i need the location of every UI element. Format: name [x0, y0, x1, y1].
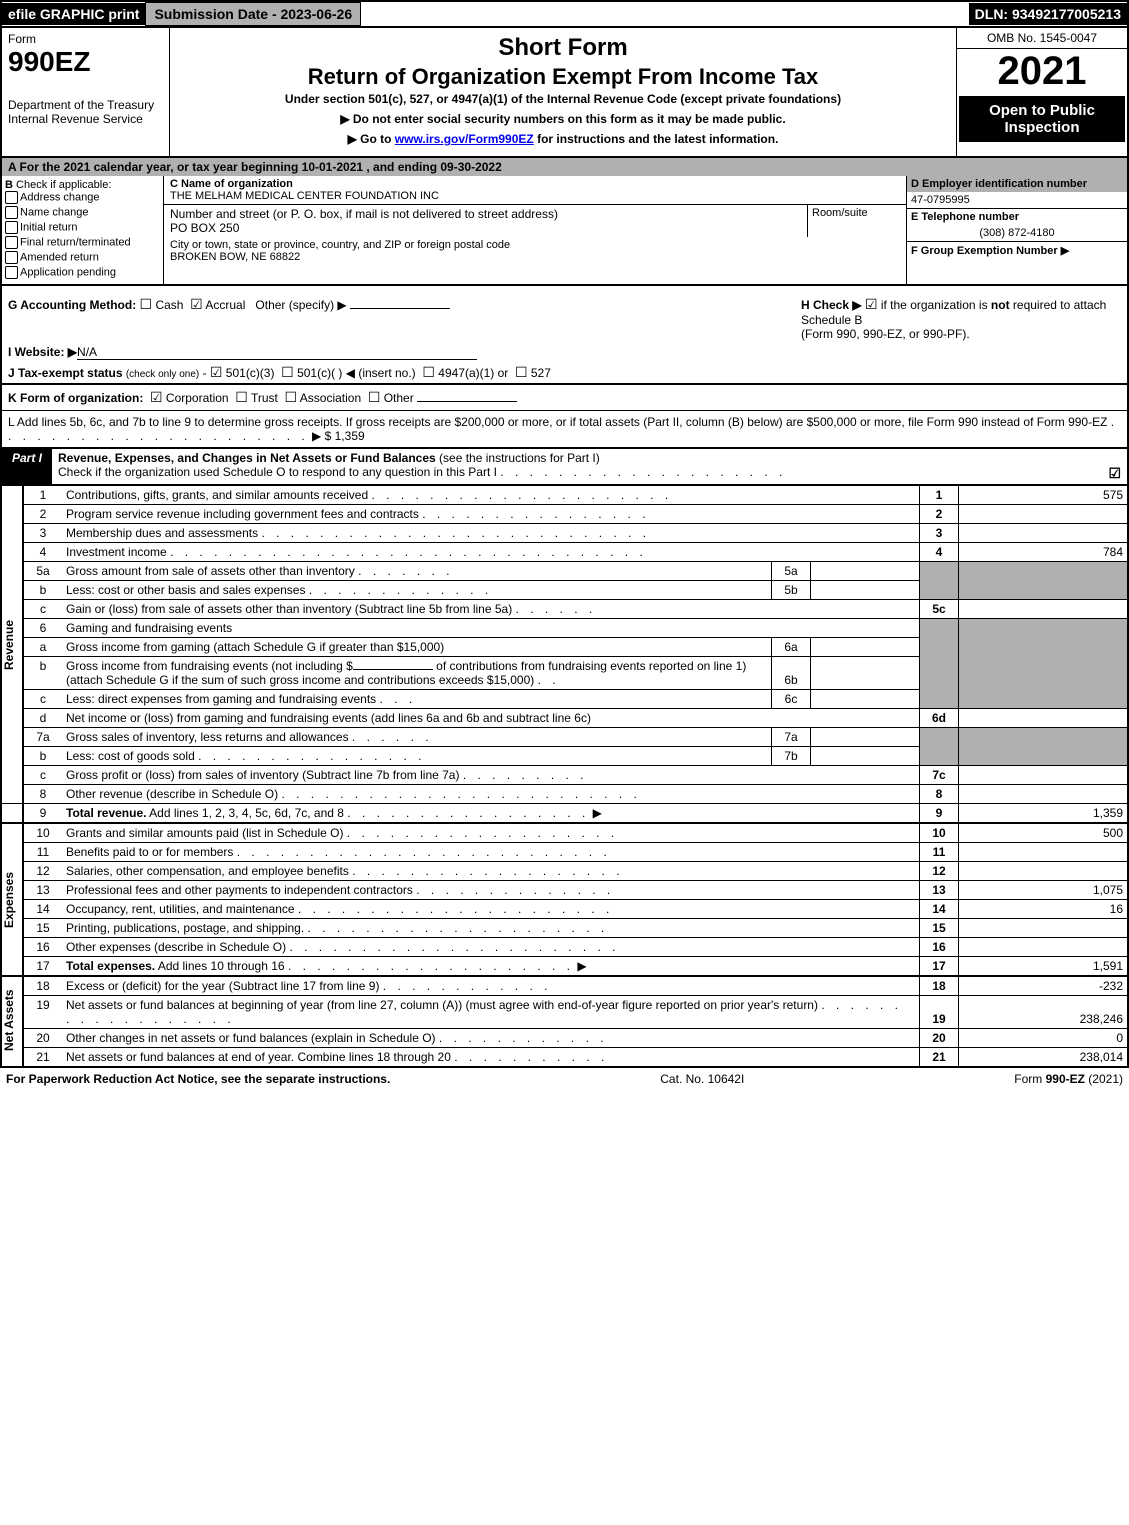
e-phone-label: E Telephone number [911, 211, 1019, 223]
line-14-amount: 16 [959, 900, 1129, 919]
d-ein-value: 47-0795995 [907, 192, 1127, 208]
omb-number: OMB No. 1545-0047 [957, 28, 1127, 49]
part1-header: Part I Revenue, Expenses, and Changes in… [0, 449, 1129, 485]
revenue-side-label: Revenue [1, 486, 23, 804]
line-21-amount: 238,014 [959, 1048, 1129, 1067]
line-j: J Tax-exempt status (check only one) - 5… [0, 362, 1129, 383]
open-to-public: Open to Public Inspection [959, 96, 1125, 142]
check-amended-return[interactable]: Amended return [5, 251, 160, 264]
line-9-total-revenue: 1,359 [959, 804, 1129, 824]
dln: DLN: 93492177005213 [969, 3, 1127, 25]
check-4947[interactable] [422, 366, 435, 380]
header-center: Short Form Return of Organization Exempt… [170, 28, 956, 156]
check-name-change[interactable]: Name change [5, 206, 160, 219]
header-right: OMB No. 1545-0047 2021 Open to Public In… [956, 28, 1127, 156]
row-g-h: G Accounting Method: Cash Accrual Other … [0, 286, 1129, 343]
footer-left: For Paperwork Reduction Act Notice, see … [6, 1072, 390, 1086]
line-k: K Form of organization: Corporation Trus… [0, 383, 1129, 410]
c-street-label: Number and street (or P. O. box, if mail… [170, 207, 558, 221]
instruction-2: ▶ Go to www.irs.gov/Form990EZ for instru… [174, 132, 952, 146]
info-block: B Check if applicable: Address change Na… [0, 176, 1129, 284]
room-suite-label: Room/suite [808, 205, 906, 237]
line-a-calendar-year: A For the 2021 calendar year, or tax yea… [0, 158, 1129, 176]
check-corporation[interactable] [150, 391, 163, 405]
under-section: Under section 501(c), 527, or 4947(a)(1)… [174, 92, 952, 106]
top-bar: efile GRAPHIC print Submission Date - 20… [0, 0, 1129, 28]
org-name: THE MELHAM MEDICAL CENTER FOUNDATION INC [170, 190, 439, 202]
part1-title: Revenue, Expenses, and Changes in Net As… [52, 449, 1127, 484]
line-18-amount: -232 [959, 976, 1129, 996]
gross-receipts: $ 1,359 [325, 429, 365, 443]
tax-year: 2021 [957, 49, 1127, 94]
line-10-amount: 500 [959, 823, 1129, 843]
line-i-website: I Website: ▶N/A [0, 343, 1129, 362]
line-l: L Add lines 5b, 6c, and 7b to line 9 to … [0, 410, 1129, 449]
section-c: C Name of organization THE MELHAM MEDICA… [164, 176, 906, 284]
website-value: N/A [77, 345, 477, 360]
check-other-org[interactable] [368, 391, 381, 405]
submission-date: Submission Date - 2023-06-26 [145, 2, 361, 26]
e-phone-value: (308) 872-4180 [907, 225, 1127, 241]
line-13-amount: 1,075 [959, 881, 1129, 900]
header-left: Form 990EZ Department of the Treasury In… [2, 28, 170, 156]
title-short-form: Short Form [174, 34, 952, 62]
department-label: Department of the Treasury Internal Reve… [8, 98, 163, 126]
net-assets-side-label: Net Assets [1, 976, 23, 1066]
c-name-label: C Name of organization [170, 178, 293, 190]
check-initial-return[interactable]: Initial return [5, 221, 160, 234]
page-footer: For Paperwork Reduction Act Notice, see … [0, 1066, 1129, 1090]
efile-label[interactable]: efile GRAPHIC print [2, 3, 145, 25]
section-def: D Employer identification number 47-0795… [906, 176, 1127, 284]
org-street: PO BOX 250 [170, 221, 239, 235]
form-header: Form 990EZ Department of the Treasury In… [0, 28, 1129, 158]
section-b: B Check if applicable: Address change Na… [2, 176, 164, 284]
instruction-1: ▶ Do not enter social security numbers o… [174, 112, 952, 126]
part1-tag: Part I [2, 449, 52, 484]
check-cash[interactable] [140, 298, 153, 312]
line-17-total-expenses: 1,591 [959, 957, 1129, 977]
check-501c[interactable] [281, 366, 294, 380]
footer-form-ref: Form 990-EZ (2021) [1014, 1072, 1123, 1086]
check-h[interactable] [865, 298, 878, 312]
form-word: Form [8, 32, 163, 46]
c-city-label: City or town, state or province, country… [170, 239, 510, 251]
org-city: BROKEN BOW, NE 68822 [170, 251, 300, 263]
check-501c3[interactable] [210, 366, 223, 380]
line-4-amount: 784 [959, 543, 1129, 562]
irs-link[interactable]: www.irs.gov/Form990EZ [395, 132, 534, 146]
part1-table: Revenue 1 Contributions, gifts, grants, … [0, 485, 1129, 1066]
check-final-return[interactable]: Final return/terminated [5, 236, 160, 249]
line-19-amount: 238,246 [959, 996, 1129, 1029]
check-application-pending[interactable]: Application pending [5, 266, 160, 279]
check-accrual[interactable] [190, 298, 203, 312]
check-trust[interactable] [235, 391, 248, 405]
line-g: G Accounting Method: Cash Accrual Other … [8, 296, 801, 341]
check-schedule-o[interactable] [1108, 465, 1121, 482]
check-association[interactable] [285, 391, 298, 405]
line-1-amount: 575 [959, 486, 1129, 505]
check-527[interactable] [515, 366, 528, 380]
title-return: Return of Organization Exempt From Incom… [174, 64, 952, 90]
d-ein-label: D Employer identification number [907, 176, 1127, 192]
f-group-label: F Group Exemption Number ▶ [911, 245, 1069, 257]
expenses-side-label: Expenses [1, 823, 23, 976]
check-address-change[interactable]: Address change [5, 191, 160, 204]
footer-cat-no: Cat. No. 10642I [390, 1072, 1014, 1086]
form-number: 990EZ [8, 46, 163, 78]
line-20-amount: 0 [959, 1029, 1129, 1048]
line-h: H Check ▶ if the organization is not req… [801, 296, 1121, 341]
